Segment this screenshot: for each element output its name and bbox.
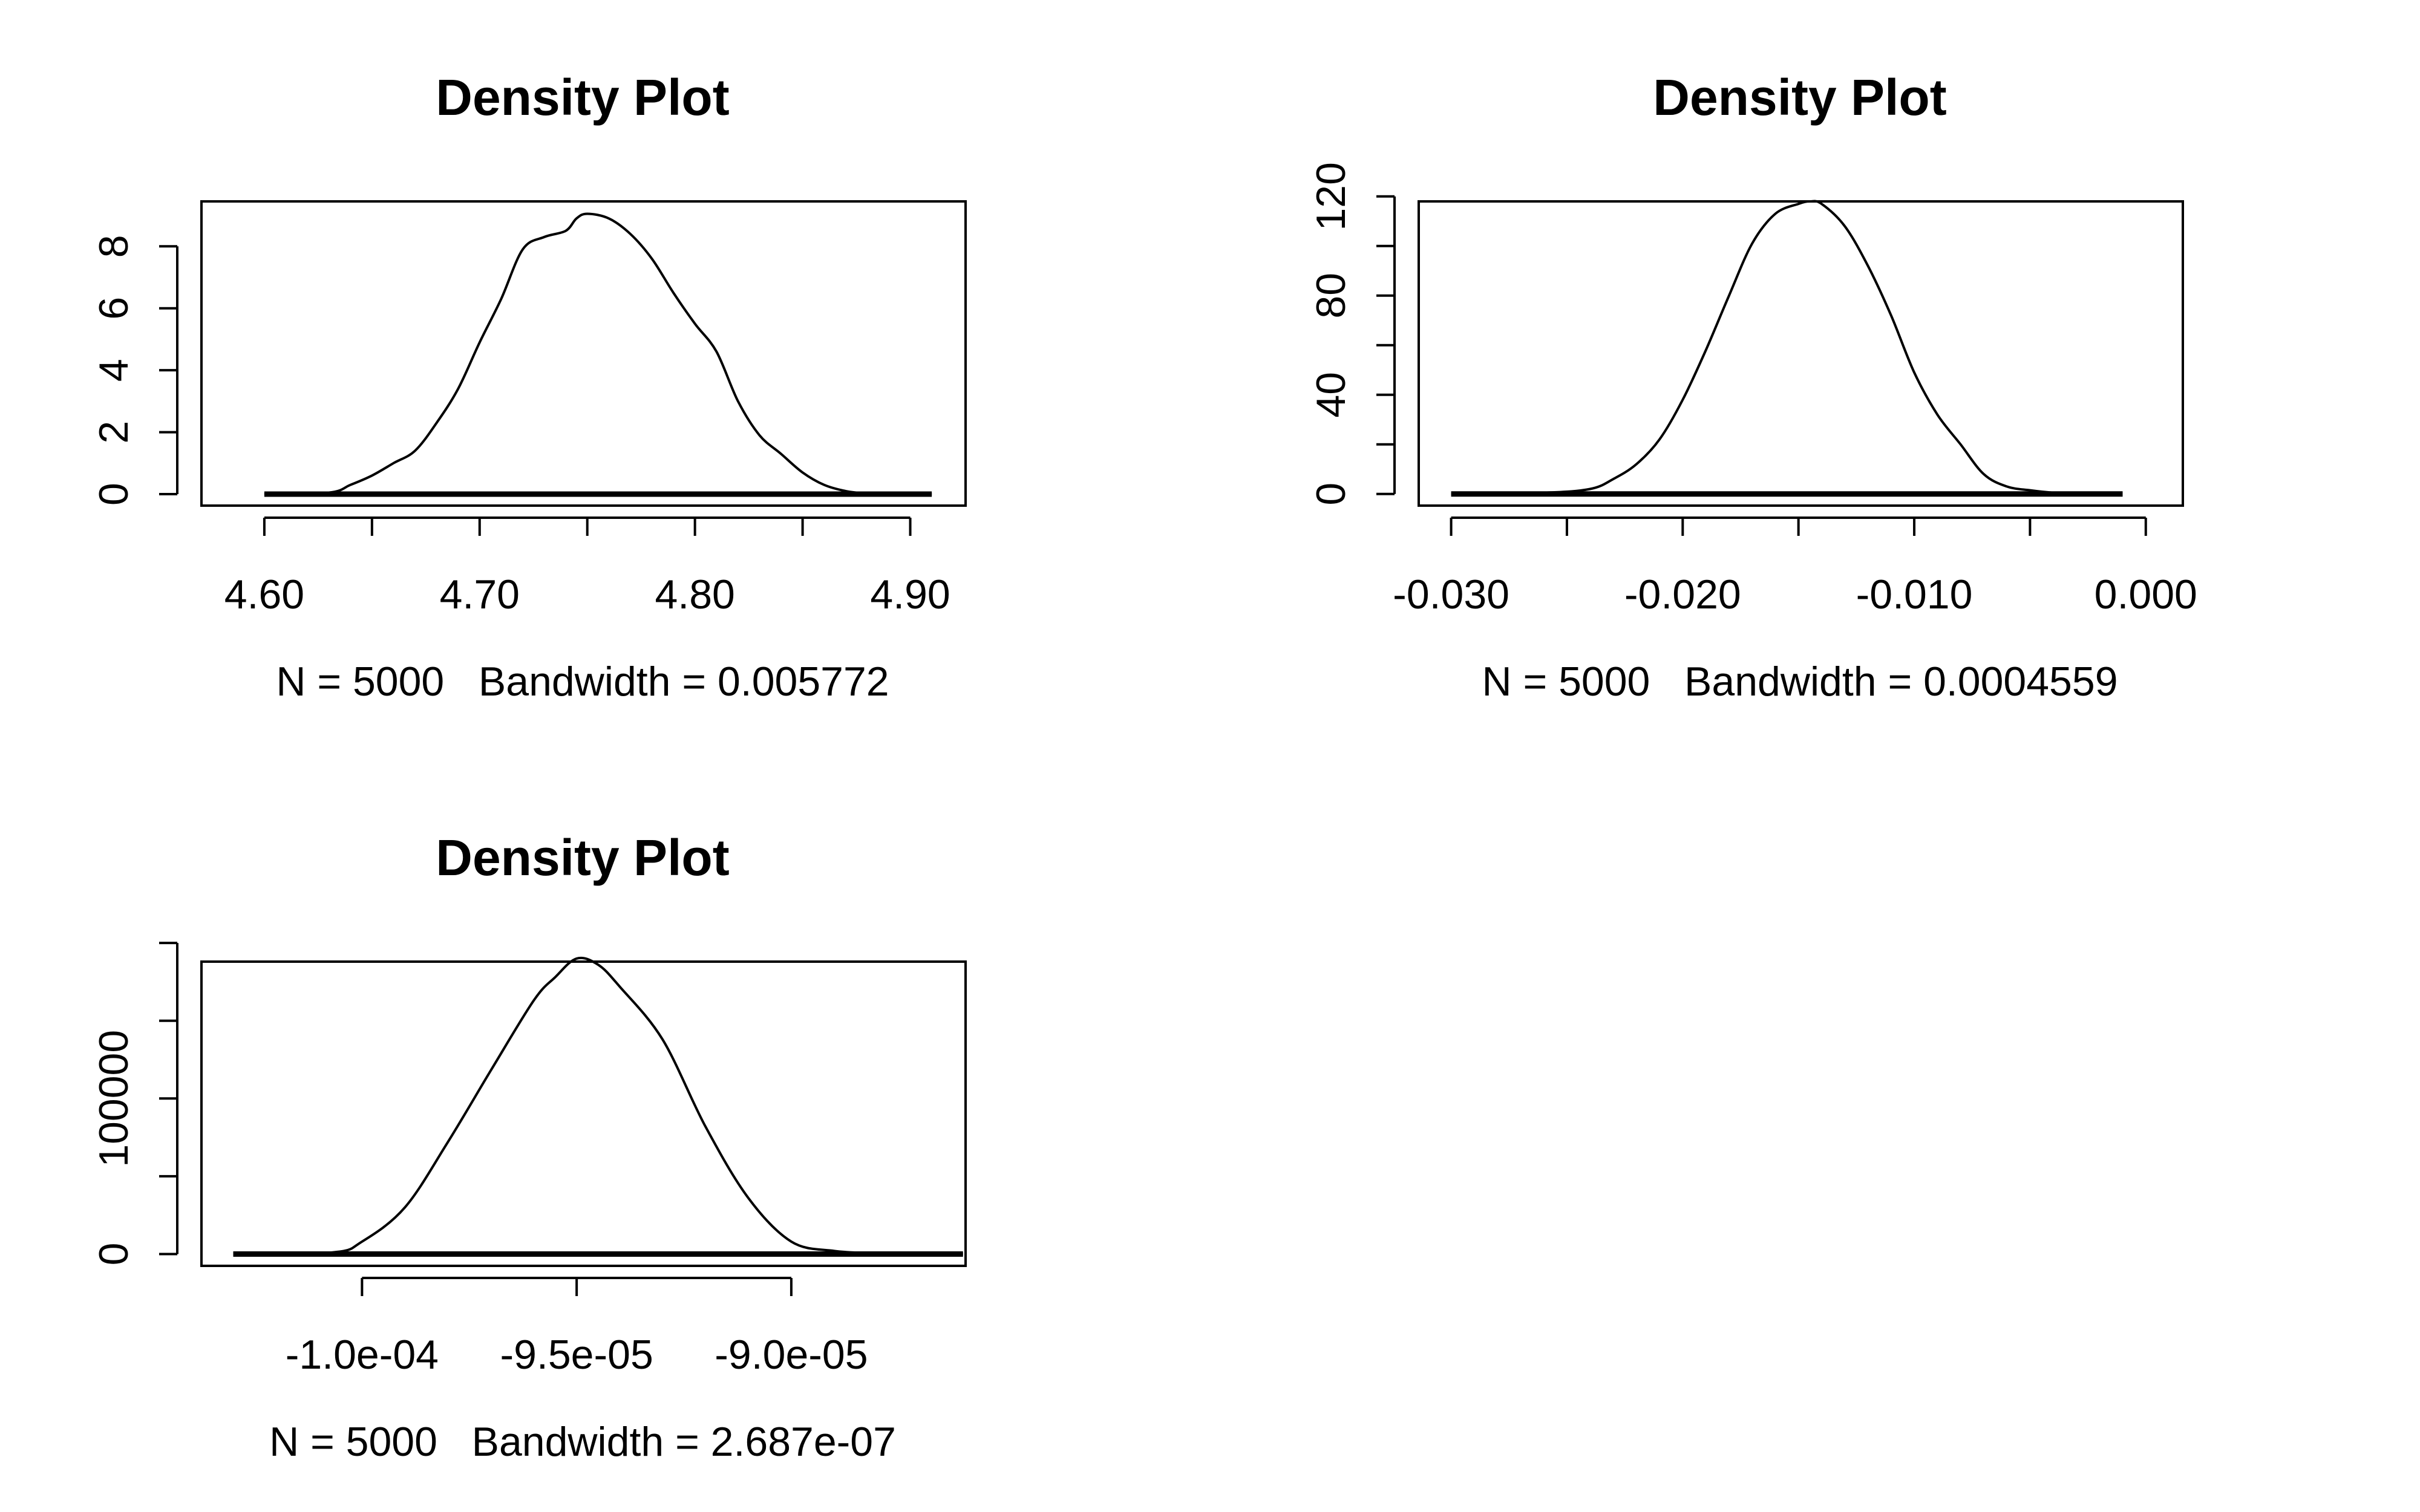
panel-3-density-curve [233, 956, 963, 1256]
panel-1-x-tick-label: 4.70 [440, 572, 520, 618]
density-panel-2: Density Plot N = 5000 Bandwidth = 0.0004… [1308, 69, 2197, 705]
density-panel-3: Density Plot N = 5000 Bandwidth = 2.687e… [91, 829, 967, 1465]
panel-3-x-tick-label: -9.5e-05 [500, 1332, 653, 1378]
panel-3-x-tick-label: -9.0e-05 [715, 1332, 868, 1378]
panel-1-y-tick-label: 4 [91, 359, 137, 382]
panel-2-x-tick-label: -0.010 [1856, 572, 1973, 618]
panel-3-x-axis-label: N = 5000 Bandwidth = 2.687e-07 [269, 1419, 896, 1465]
panel-1-y-tick-label: 6 [91, 297, 137, 320]
panel-3-x-tick-label: -1.0e-04 [286, 1332, 439, 1378]
panel-1-plot-box [200, 200, 967, 507]
panel-2-x-axis-label: N = 5000 Bandwidth = 0.0004559 [1482, 659, 2118, 705]
panel-1-x-axis-label: N = 5000 Bandwidth = 0.005772 [276, 659, 889, 705]
panel-1-y-tick-label: 8 [91, 235, 137, 258]
panel-1-density-curve [264, 212, 932, 496]
panel-2-y-tick-label: 0 [1308, 483, 1354, 506]
density-panel-1: Density Plot N = 5000 Bandwidth = 0.0057… [91, 69, 967, 705]
panel-2-density-curve [1451, 200, 2123, 495]
panel-2-plot-box [1418, 200, 2184, 507]
panel-2-x-tick-label: -0.030 [1393, 572, 1509, 618]
panel-1-y-tick-label: 2 [91, 421, 137, 444]
panel-2-x-tick-label: 0.000 [2095, 572, 2197, 618]
panel-3-plot-box [200, 960, 967, 1267]
panel-3-y-tick-label: 0 [91, 1243, 137, 1266]
panel-3-y-tick-label: 100000 [91, 1030, 137, 1167]
panel-2-y-tick-label: 40 [1308, 372, 1354, 418]
panel-3-title: Density Plot [436, 829, 729, 886]
panel-1-y-tick-label: 0 [91, 483, 137, 506]
panel-2-title: Density Plot [1653, 69, 1946, 126]
panel-2-y-tick-label: 80 [1308, 273, 1354, 319]
panel-1-x-tick-label: 4.80 [655, 572, 734, 618]
panel-2-y-tick-label: 120 [1308, 162, 1354, 230]
panel-2-x-tick-label: -0.020 [1624, 572, 1741, 618]
panel-1-x-tick-label: 4.90 [870, 572, 950, 618]
panel-1-title: Density Plot [436, 69, 729, 126]
panel-1-x-tick-label: 4.60 [224, 572, 304, 618]
